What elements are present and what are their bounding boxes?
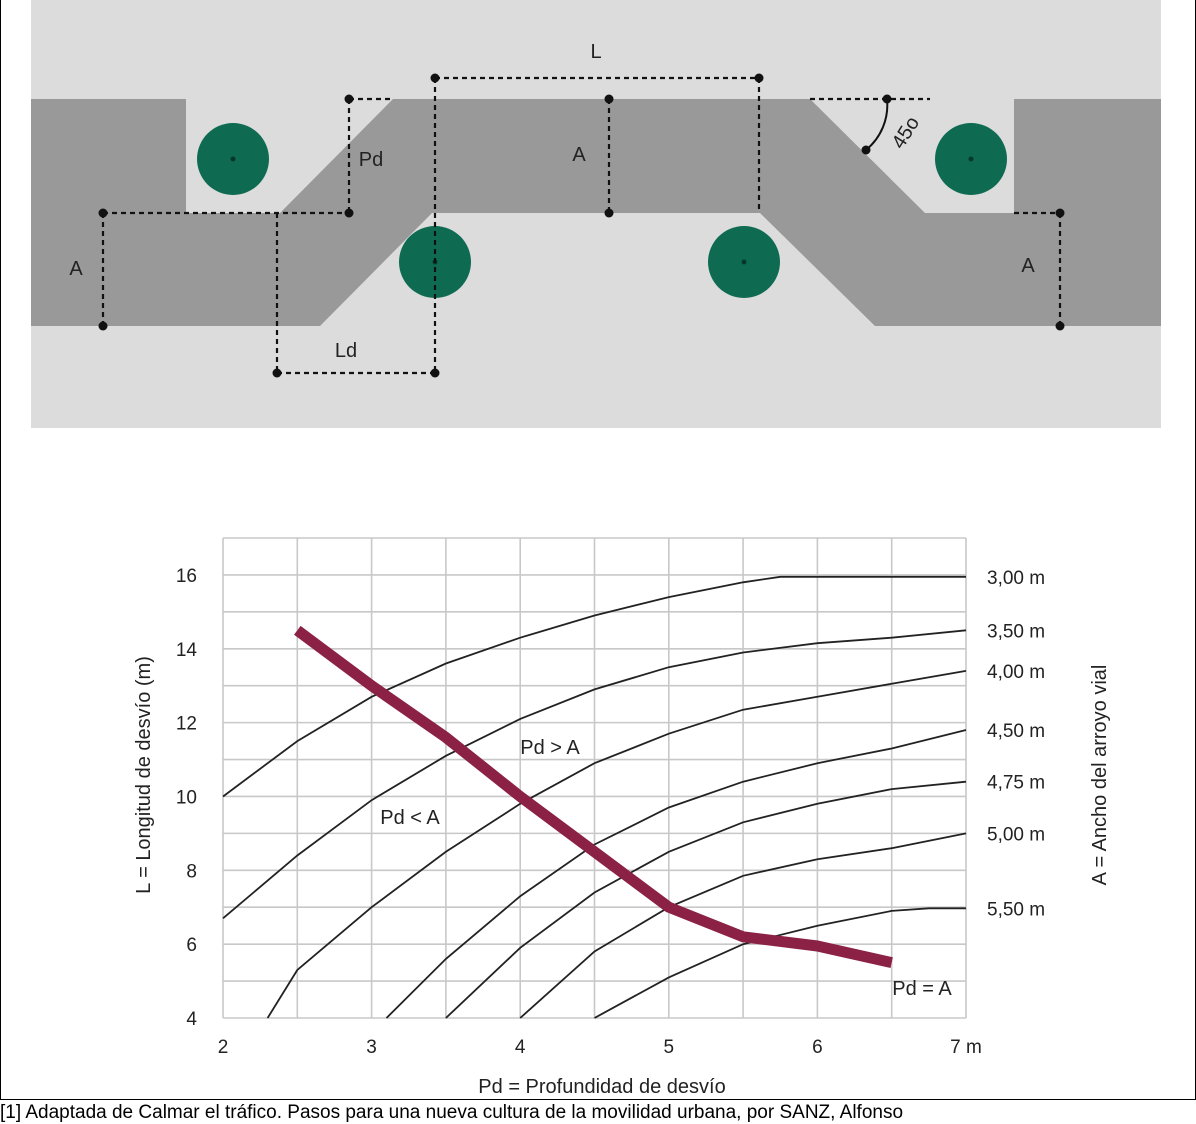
series-label: 5,00 m (987, 824, 1045, 845)
series-label: 4,50 m (987, 721, 1045, 742)
x-tick-label: 4 (515, 1037, 526, 1058)
chart-series-labels: 3,00 m 3,50 m 4,00 m 4,50 m 4,75 m 5,00 m 5,50… (987, 568, 1045, 921)
label-A-center: A (572, 144, 586, 166)
road-shape (31, 99, 1161, 326)
label-Pd: Pd (359, 149, 383, 171)
figure-caption: [1] Adaptada de Calmar el tráfico. Pasos… (0, 1102, 904, 1123)
annotation-pd-gt-a: Pd > A (520, 737, 580, 759)
series-line (222, 575, 966, 798)
x-tick-label: 6 (812, 1037, 823, 1058)
tree-icon (708, 226, 780, 298)
series-line (519, 832, 967, 1019)
tree-icon (197, 123, 269, 195)
label-A-right: A (1021, 255, 1035, 277)
chart-grid (222, 537, 967, 1019)
tree-icon (935, 123, 1007, 195)
y-tick-label: 12 (176, 714, 197, 735)
chart-ticks: 2 3 4 5 6 7 m 4 6 8 10 12 14 16 (176, 566, 982, 1058)
chicane-plan-diagram: L A A A Pd Ld 45o (31, 0, 1161, 428)
x-tick-label: 2 (218, 1037, 229, 1058)
series-line (266, 670, 967, 1019)
series-label: 3,00 m (987, 568, 1045, 589)
annotation-pd-eq-a: Pd = A (892, 978, 952, 1000)
series-line (594, 907, 966, 1019)
y-tick-label: 8 (186, 861, 197, 882)
y-axis-label: L = Longitud de desvío (m) (133, 656, 155, 894)
label-A-left: A (69, 258, 83, 280)
x-axis-label: Pd = Profundidad de desvío (478, 1076, 725, 1098)
series-label: 5,50 m (987, 899, 1045, 920)
series-line (385, 729, 967, 1019)
x-tick-label: 3 (366, 1037, 377, 1058)
highlight-curve (294, 625, 893, 968)
figure-canvas: L A A A Pd Ld 45o 2 3 4 5 6 7 m 4 6 8 10 12 14 16 3,… (31, 0, 1161, 1098)
series-line (445, 780, 967, 1019)
annotation-pd-lt-a: Pd < A (380, 807, 440, 829)
right-axis-label: A = Ancho del arroyo vial (1089, 665, 1111, 886)
series-label: 4,00 m (987, 662, 1045, 683)
y-tick-label: 10 (176, 787, 197, 808)
x-tick-label: 5 (664, 1037, 675, 1058)
chart-highlight (294, 625, 893, 968)
series-line (222, 629, 967, 919)
angle-arc (865, 98, 889, 151)
y-tick-label: 4 (186, 1009, 197, 1030)
label-L: L (590, 41, 601, 63)
chart-series (222, 575, 967, 1019)
y-tick-label: 6 (186, 935, 197, 956)
y-tick-label: 16 (176, 566, 197, 587)
label-Ld: Ld (335, 340, 357, 362)
series-label: 3,50 m (987, 621, 1045, 642)
y-tick-label: 14 (176, 640, 198, 661)
deviation-chart: 2 3 4 5 6 7 m 4 6 8 10 12 14 16 3,00 m 3,50 m 4,00 m 4,… (133, 537, 1111, 1098)
x-tick-label: 7 m (950, 1037, 982, 1058)
series-label: 4,75 m (987, 773, 1045, 794)
dimension-lines (101, 76, 1062, 375)
dimension-dots (98, 73, 1065, 378)
